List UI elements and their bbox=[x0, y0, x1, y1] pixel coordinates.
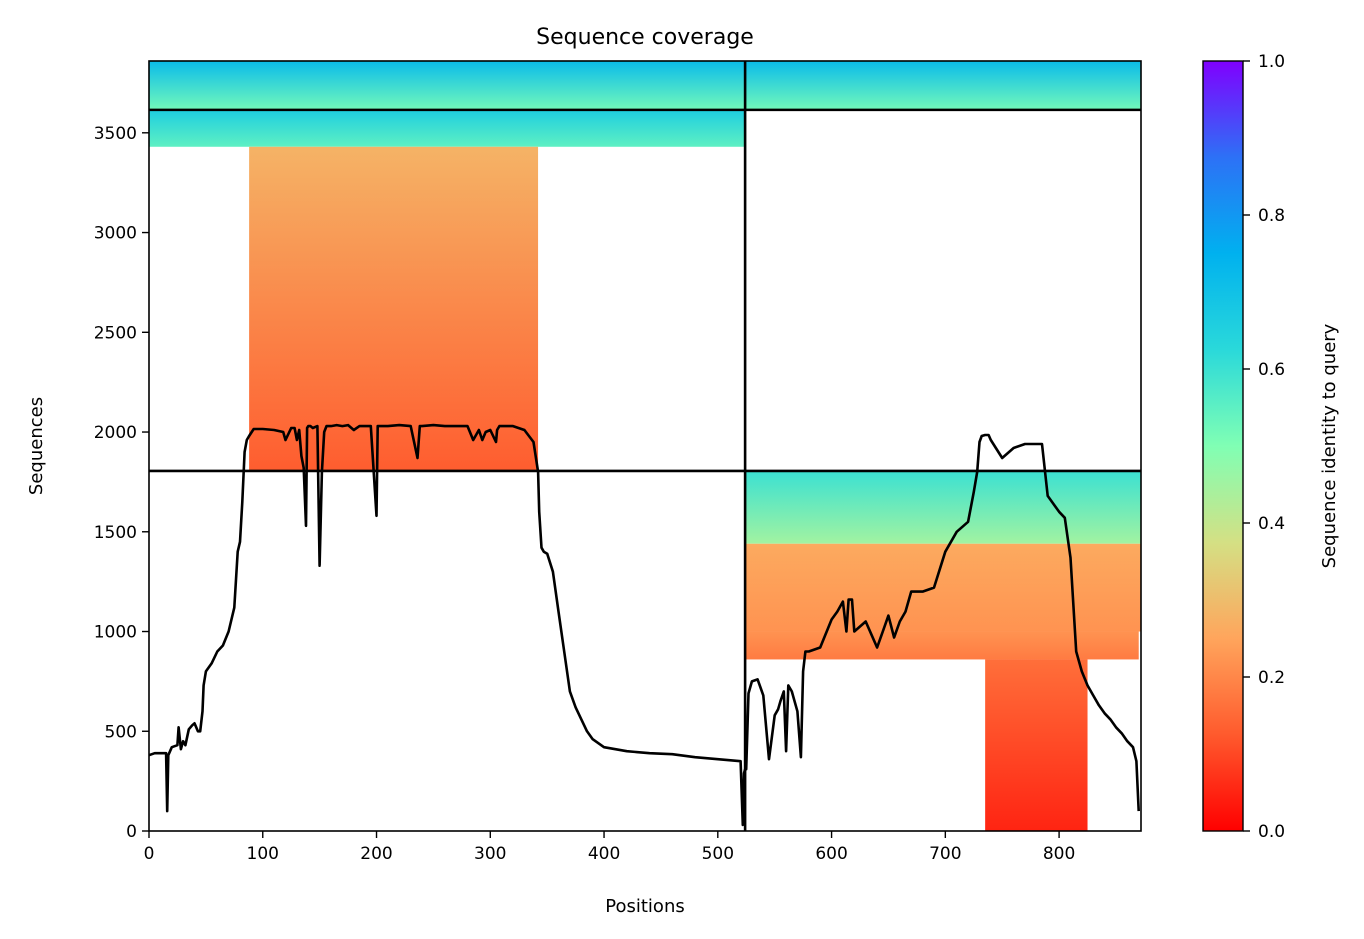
x-tick-label: 0 bbox=[144, 844, 155, 864]
y-tick-label: 1500 bbox=[94, 523, 137, 543]
y-tick-label: 500 bbox=[105, 722, 137, 742]
y-tick-label: 1000 bbox=[94, 623, 137, 643]
x-tick-label: 300 bbox=[474, 844, 506, 864]
block-dividers bbox=[149, 61, 1141, 831]
x-tick-label: 200 bbox=[360, 844, 392, 864]
coverage-heatmap bbox=[149, 61, 1141, 831]
coverage-block bbox=[985, 659, 1088, 831]
y-axis-label: Sequences bbox=[26, 397, 47, 495]
x-tick-label: 500 bbox=[702, 844, 734, 864]
x-axis: 0 100 200 300 400 500 600 700 800 bbox=[144, 831, 1075, 864]
colorbar-tick-label: 1.0 bbox=[1258, 52, 1285, 72]
x-tick-label: 100 bbox=[247, 844, 279, 864]
x-tick-label: 800 bbox=[1043, 844, 1075, 864]
colorbar-tick-label: 0.6 bbox=[1258, 360, 1285, 380]
y-tick-label: 2000 bbox=[94, 423, 137, 443]
plot-frame bbox=[148, 60, 1142, 832]
coverage-block bbox=[149, 61, 746, 110]
y-tick-label: 3500 bbox=[94, 124, 137, 144]
colorbar-tick-label: 0.8 bbox=[1258, 206, 1285, 226]
coverage-block bbox=[149, 109, 746, 147]
colorbar-tick-label: 0.4 bbox=[1258, 514, 1285, 534]
coverage-line bbox=[148, 423, 1140, 827]
colorbar-tick-label: 0.2 bbox=[1258, 668, 1285, 688]
chart-title: Sequence coverage bbox=[536, 25, 754, 50]
colorbar: 0.0 0.2 0.4 0.6 0.8 1.0 Sequence identity to … bbox=[1202, 52, 1340, 842]
colorbar-tick-label: 0.0 bbox=[1258, 822, 1285, 842]
x-tick-label: 700 bbox=[929, 844, 961, 864]
x-axis-label: Positions bbox=[605, 896, 684, 917]
y-tick-label: 2500 bbox=[94, 323, 137, 343]
colorbar-gradient bbox=[1202, 60, 1244, 832]
coverage-block bbox=[745, 631, 1139, 660]
y-tick-label: 3000 bbox=[94, 224, 137, 244]
x-tick-label: 400 bbox=[588, 844, 620, 864]
coverage-block bbox=[745, 470, 1141, 544]
y-axis: 0 500 1000 1500 2000 2500 3000 3500 bbox=[94, 124, 149, 842]
plot-area bbox=[148, 60, 1142, 832]
colorbar-label: Sequence identity to query bbox=[1319, 323, 1340, 568]
coverage-block bbox=[249, 146, 539, 471]
x-tick-label: 600 bbox=[815, 844, 847, 864]
coverage-block bbox=[745, 61, 1141, 110]
colorbar-ticks: 0.0 0.2 0.4 0.6 0.8 1.0 bbox=[1243, 52, 1285, 842]
y-tick-label: 0 bbox=[126, 822, 137, 842]
